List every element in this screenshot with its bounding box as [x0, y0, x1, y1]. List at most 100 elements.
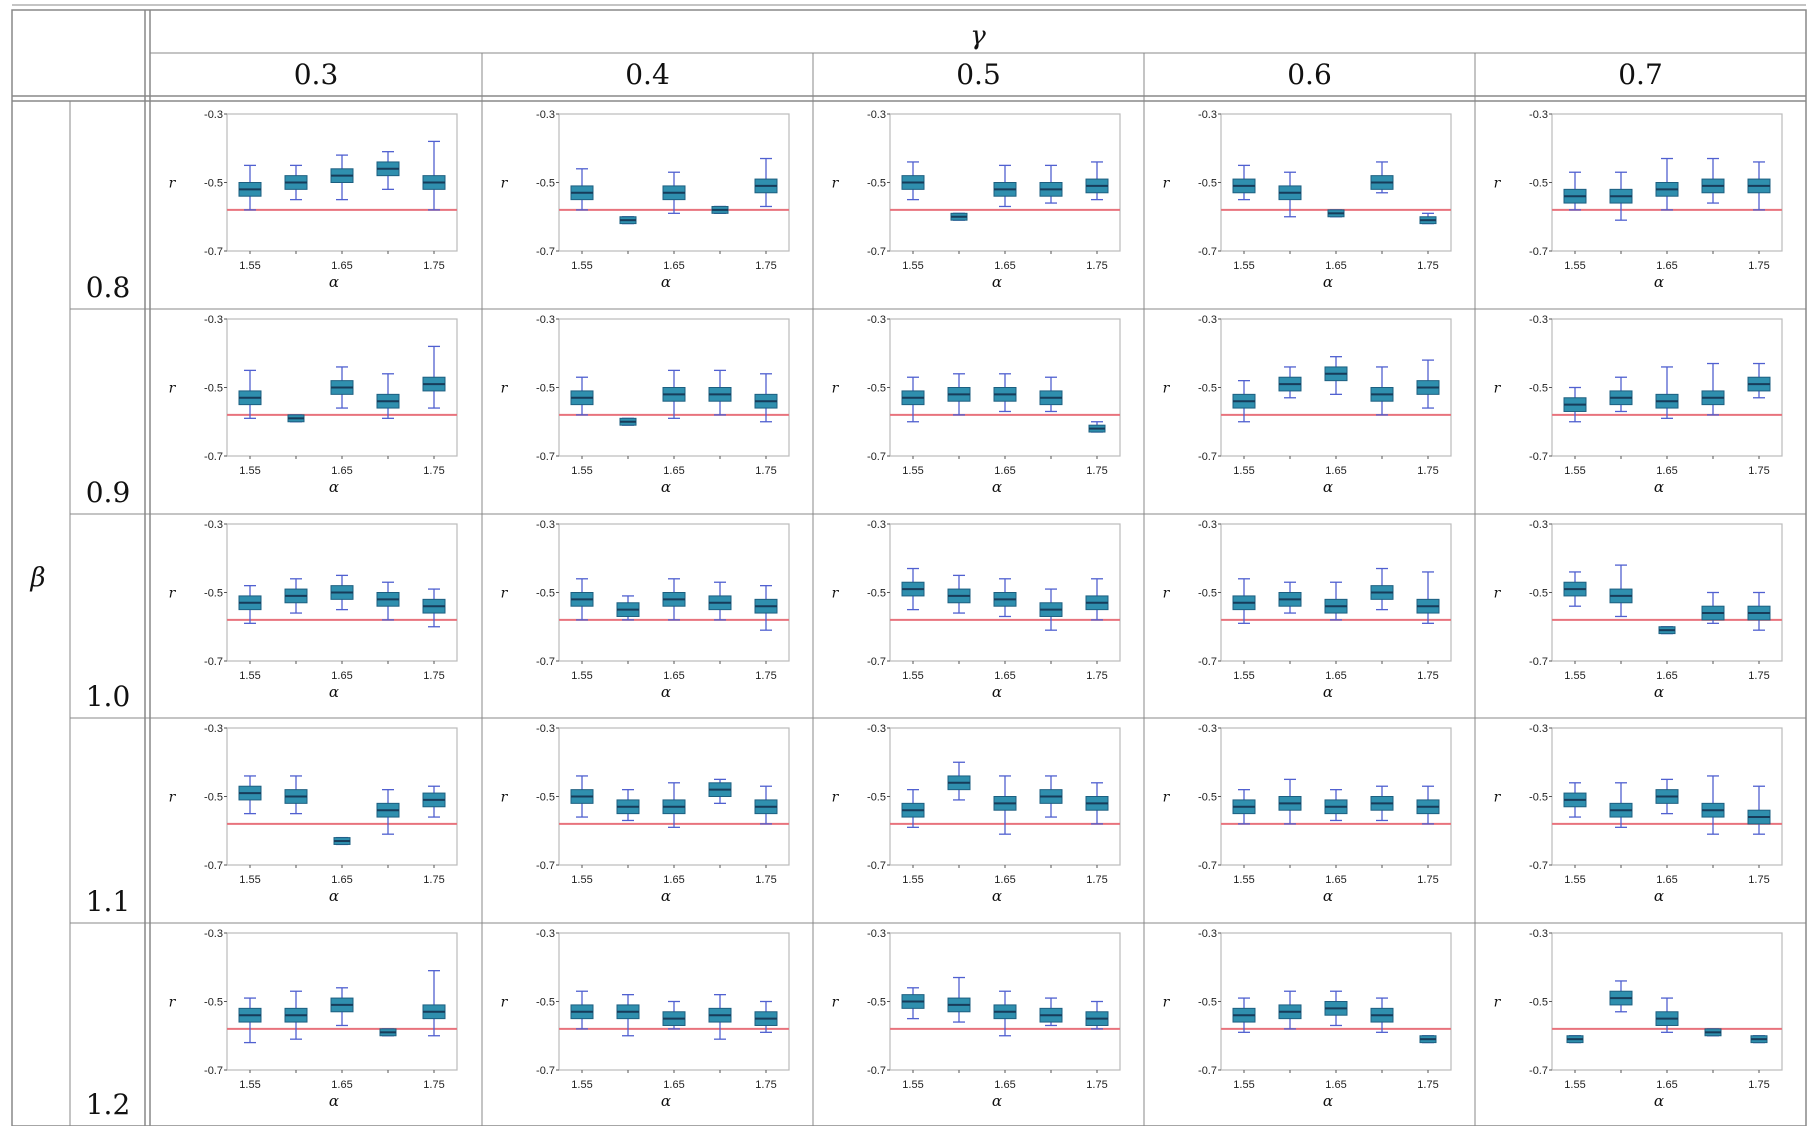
x-axis-label: α	[661, 683, 671, 701]
y-tick-label: -0.5	[536, 588, 555, 600]
beta-value-label: 1.2	[86, 1088, 131, 1121]
x-tick-label: 1.55	[1233, 1079, 1254, 1091]
x-tick-label: 1.65	[994, 670, 1015, 682]
y-tick-label: -0.3	[1198, 519, 1217, 531]
x-axis-label: α	[661, 478, 671, 496]
y-tick-label: -0.7	[1529, 246, 1548, 258]
x-tick-label: 1.55	[1564, 874, 1585, 886]
box-plot-panel: -0.3 -0.5 -0.7 r 1.55 1.65 1.75 α	[1494, 928, 1783, 1110]
gamma-header: γ	[970, 21, 986, 51]
y-tick-label: -0.5	[1198, 178, 1217, 190]
x-tick-label: 1.65	[331, 1079, 352, 1091]
box-plot-panel: -0.3 -0.5 -0.7 r 1.55 1.65 1.75 α	[1494, 519, 1783, 701]
y-axis-label: r	[1163, 586, 1171, 602]
y-tick-label: -0.5	[867, 178, 886, 190]
y-tick-label: -0.3	[1529, 928, 1548, 940]
x-axis-label: α	[1654, 273, 1664, 291]
y-axis-label: r	[1163, 995, 1171, 1011]
x-tick-label: 1.55	[239, 465, 260, 477]
x-axis-label: α	[1323, 683, 1333, 701]
y-tick-label: -0.3	[536, 519, 555, 531]
gamma-value-label: 0.4	[625, 58, 670, 91]
y-tick-label: -0.3	[867, 109, 886, 121]
y-tick-label: -0.5	[1198, 997, 1217, 1009]
y-tick-label: -0.7	[536, 246, 555, 258]
x-tick-label: 1.75	[755, 260, 776, 272]
y-tick-label: -0.5	[1529, 383, 1548, 395]
y-tick-label: -0.7	[536, 860, 555, 872]
y-tick-label: -0.5	[204, 792, 223, 804]
y-tick-label: -0.3	[204, 109, 223, 121]
x-tick-label: 1.55	[1233, 465, 1254, 477]
x-tick-label: 1.75	[1086, 874, 1107, 886]
x-axis-label: α	[661, 887, 671, 905]
x-tick-label: 1.65	[331, 260, 352, 272]
y-tick-label: -0.3	[1198, 723, 1217, 735]
y-tick-label: -0.5	[1198, 792, 1217, 804]
x-axis-label: α	[992, 273, 1002, 291]
x-tick-label: 1.65	[1656, 670, 1677, 682]
x-axis-label: α	[1323, 1092, 1333, 1110]
x-axis-label: α	[1654, 887, 1664, 905]
x-tick-label: 1.65	[1656, 1079, 1677, 1091]
y-axis-label: r	[169, 176, 177, 192]
y-axis-label: r	[1163, 176, 1171, 192]
x-tick-label: 1.55	[571, 465, 592, 477]
y-tick-label: -0.3	[536, 928, 555, 940]
y-tick-label: -0.7	[204, 860, 223, 872]
box-plot-panel: -0.3 -0.5 -0.7 r 1.55 1.65 1.75 α	[832, 723, 1121, 905]
table-border	[11, 9, 1807, 1126]
y-tick-label: -0.3	[536, 109, 555, 121]
y-tick-label: -0.3	[867, 928, 886, 940]
y-tick-label: -0.7	[1529, 451, 1548, 463]
box-plot-panel: -0.3 -0.5 -0.7 r 1.55 1.65 1.75 α	[832, 519, 1121, 701]
box-plot-panel: -0.3 -0.5 -0.7 r 1.55 1.65 1.75 α	[169, 723, 458, 905]
x-axis-label: α	[329, 683, 339, 701]
x-tick-label: 1.55	[902, 874, 923, 886]
x-tick-label: 1.75	[1417, 874, 1438, 886]
x-tick-label: 1.75	[1086, 1079, 1107, 1091]
gamma-value-label: 0.6	[1287, 58, 1332, 91]
y-tick-label: -0.3	[867, 314, 886, 326]
y-tick-label: -0.5	[867, 383, 886, 395]
beta-value-label: 0.9	[86, 476, 131, 509]
y-tick-label: -0.3	[204, 928, 223, 940]
beta-value-label: 0.8	[86, 271, 131, 304]
box-plot-panel: -0.3 -0.5 -0.7 r 1.55 1.65 1.75 α	[169, 519, 458, 701]
x-axis-label: α	[1323, 887, 1333, 905]
y-tick-label: -0.7	[204, 246, 223, 258]
x-tick-label: 1.65	[1325, 670, 1346, 682]
gamma-value-label: 0.3	[294, 58, 339, 91]
y-tick-label: -0.7	[867, 1065, 886, 1077]
y-axis-label: r	[501, 790, 509, 806]
y-tick-label: -0.5	[1529, 997, 1548, 1009]
box-plot-panel: -0.3 -0.5 -0.7 r 1.55 1.65 1.75 α	[501, 519, 790, 701]
y-tick-label: -0.3	[536, 314, 555, 326]
x-tick-label: 1.55	[239, 874, 260, 886]
y-tick-label: -0.5	[536, 383, 555, 395]
x-tick-label: 1.75	[1748, 260, 1769, 272]
x-tick-label: 1.55	[902, 670, 923, 682]
x-tick-label: 1.65	[1656, 465, 1677, 477]
y-tick-label: -0.7	[204, 451, 223, 463]
x-tick-label: 1.75	[1417, 465, 1438, 477]
x-tick-label: 1.65	[1325, 465, 1346, 477]
y-tick-label: -0.3	[204, 314, 223, 326]
y-tick-label: -0.3	[1198, 314, 1217, 326]
x-tick-label: 1.75	[1417, 1079, 1438, 1091]
x-axis-label: α	[1654, 683, 1664, 701]
y-axis-label: r	[1163, 381, 1171, 397]
x-tick-label: 1.65	[663, 670, 684, 682]
x-tick-label: 1.75	[1748, 874, 1769, 886]
x-tick-label: 1.65	[994, 260, 1015, 272]
y-tick-label: -0.3	[867, 519, 886, 531]
x-tick-label: 1.75	[1748, 670, 1769, 682]
y-axis-label: r	[169, 790, 177, 806]
box-plot-panel: -0.3 -0.5 -0.7 r 1.55 1.65 1.75 α	[501, 723, 790, 905]
gamma-value-label: 0.7	[1618, 58, 1663, 91]
x-tick-label: 1.65	[1656, 260, 1677, 272]
x-tick-label: 1.55	[571, 670, 592, 682]
y-axis-label: r	[1494, 176, 1502, 192]
y-tick-label: -0.5	[536, 997, 555, 1009]
box-plot-panel: -0.3 -0.5 -0.7 r 1.55 1.65 1.75 α	[1163, 928, 1452, 1110]
